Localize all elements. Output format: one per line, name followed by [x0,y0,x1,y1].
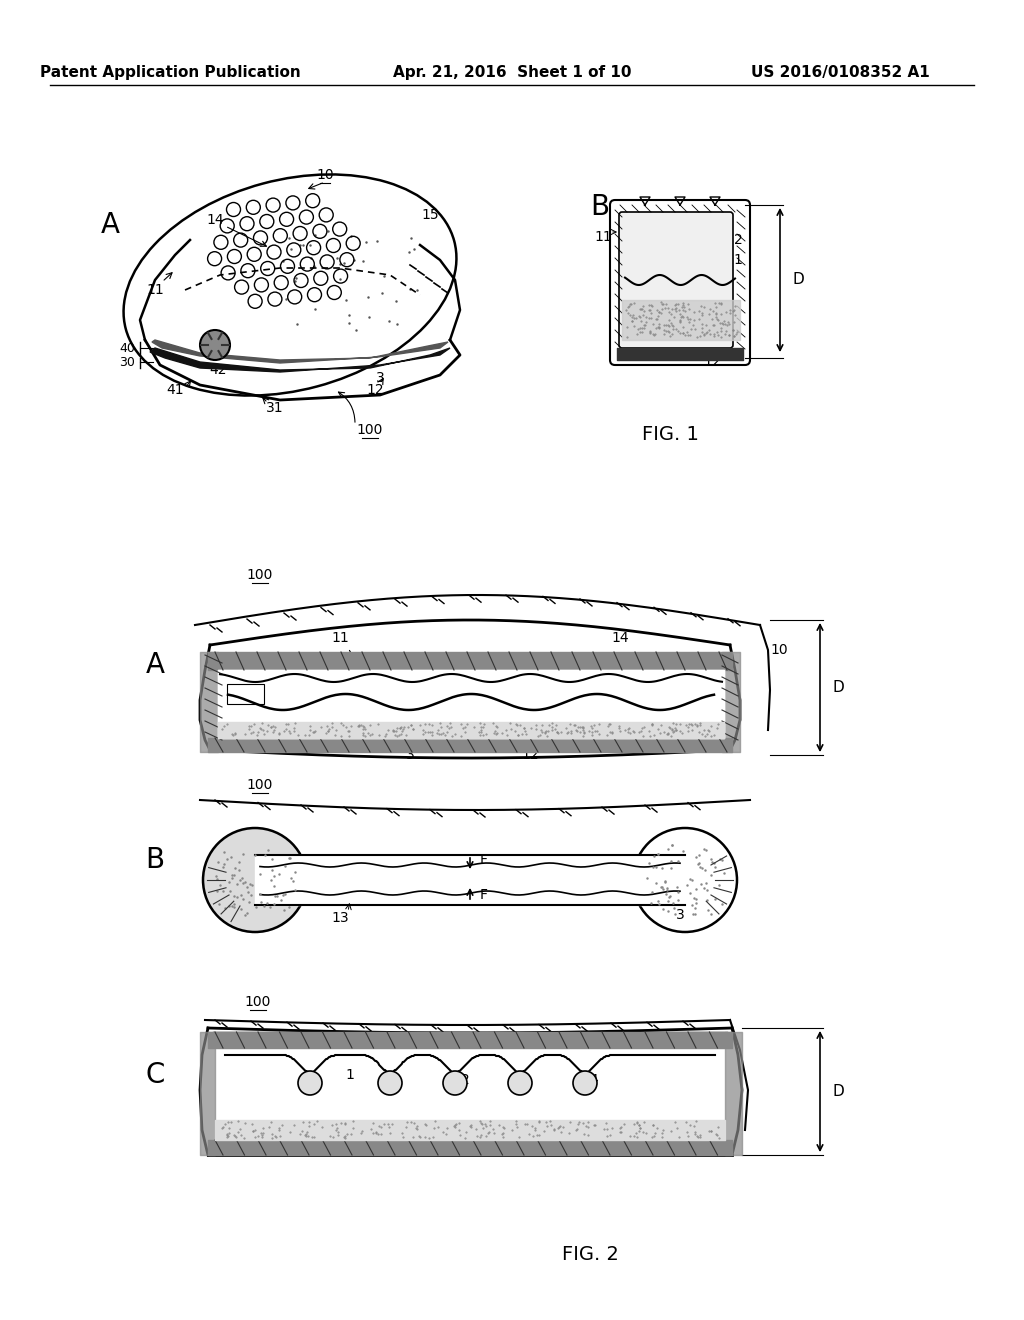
Text: 11: 11 [146,282,164,297]
Text: 20: 20 [238,688,253,701]
Text: 3: 3 [376,371,384,385]
Text: 100: 100 [247,568,273,582]
Text: 11: 11 [594,230,612,244]
Text: C: C [145,1061,165,1089]
Text: FIG. 1: FIG. 1 [642,425,698,445]
Text: 10: 10 [316,168,334,182]
Text: 100: 100 [356,422,383,437]
Text: F: F [480,888,488,902]
Polygon shape [150,348,450,372]
Text: 15: 15 [421,209,439,222]
Text: 31: 31 [653,348,671,362]
Text: 3: 3 [676,908,684,921]
Text: B: B [591,193,609,220]
Text: 100: 100 [245,995,271,1008]
Text: 13: 13 [686,257,703,272]
Text: 20: 20 [636,248,653,261]
Circle shape [298,1071,322,1096]
FancyBboxPatch shape [618,213,733,348]
Circle shape [200,330,230,360]
Text: A: A [145,651,165,678]
Text: 14: 14 [611,631,629,645]
Text: 3: 3 [406,748,415,762]
Text: D: D [793,272,805,288]
Polygon shape [152,341,449,363]
Text: F: F [480,853,488,867]
Text: 42: 42 [209,363,226,378]
Text: 14: 14 [206,213,224,227]
Text: 2: 2 [461,1073,469,1086]
Text: 41: 41 [166,383,184,397]
Text: 12: 12 [367,383,384,397]
Text: 15: 15 [611,1144,629,1159]
Text: D: D [833,681,845,696]
Circle shape [573,1071,597,1096]
Text: 11: 11 [331,631,349,645]
Text: 12: 12 [521,748,539,762]
Text: 14: 14 [582,1073,599,1086]
Text: 1: 1 [345,1068,354,1082]
Text: 30: 30 [119,355,135,368]
Text: 1: 1 [733,253,742,267]
Circle shape [443,1071,467,1096]
Circle shape [508,1071,532,1096]
Text: 31: 31 [266,401,284,414]
Text: 40: 40 [119,342,135,355]
Text: D: D [833,1085,845,1100]
Text: 2: 2 [733,234,742,247]
Text: A: A [100,211,120,239]
Text: FIG. 2: FIG. 2 [561,1246,618,1265]
Text: 12: 12 [703,355,721,370]
Circle shape [378,1071,402,1096]
Text: 13: 13 [436,715,454,729]
Text: Patent Application Publication: Patent Application Publication [40,65,300,79]
Text: 15: 15 [591,741,609,755]
Text: Apr. 21, 2016  Sheet 1 of 10: Apr. 21, 2016 Sheet 1 of 10 [393,65,631,79]
Text: US 2016/0108352 A1: US 2016/0108352 A1 [751,65,930,79]
Text: B: B [145,846,165,874]
Text: 10: 10 [770,643,787,657]
Text: 13: 13 [331,911,349,925]
Text: 100: 100 [247,777,273,792]
